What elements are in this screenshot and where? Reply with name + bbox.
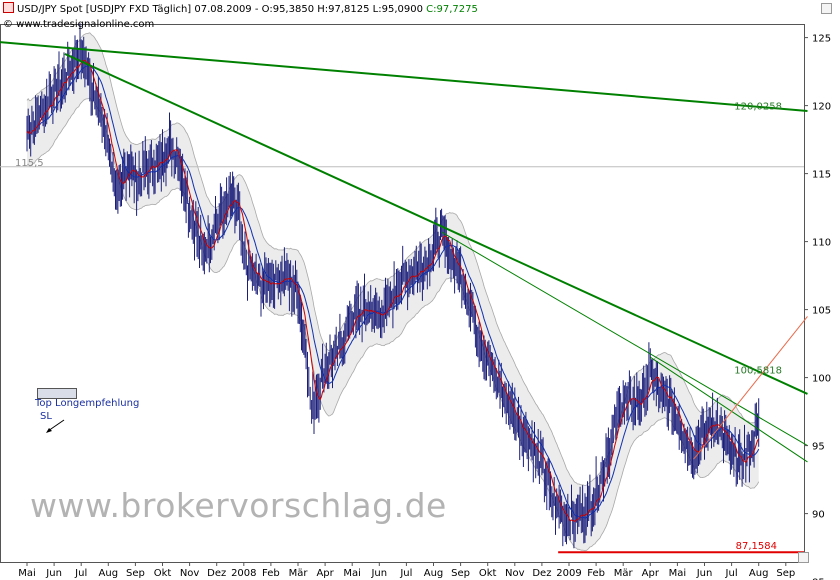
legend-sl-label: SL [40,411,52,422]
x-tick-label: Nov [180,568,200,579]
label-115: 115,5 [15,158,44,169]
label-120: 120,0258 [734,102,782,113]
axes: 85 90 95 100 105 110 115 120 125 Mai Jun Jul Aug Sep O… [18,34,831,580]
moving-average-slow [26,64,760,519]
trendline-4 [650,356,808,463]
x-tick-label: Jul [74,568,87,579]
band-lower-line [26,97,760,552]
x-tick-label: Jun [370,568,387,579]
x-tick-label: Mär [289,568,309,579]
x-tick-label: Mär [614,568,634,579]
x-tick-label: Sep [126,568,145,579]
y-tick-label: 85 [812,578,825,580]
price-series [26,23,760,549]
x-tick-label: Dez [532,568,551,579]
x-tick-label: Jul [725,568,738,579]
x-tick-label: Okt [479,568,497,579]
y-tick-label: 115 [812,170,831,181]
x-tick-label: Jun [45,568,62,579]
x-tick-label: Sep [451,568,470,579]
label-87: 87,1584 [736,541,777,552]
x-tick-label: Jul [399,568,412,579]
legend-arrow-icon [46,419,65,433]
trendline-2 [64,53,808,395]
y-tick-label: 120 [812,102,831,113]
symbol-text: USD/JPY Spot [USDJPY FXD Täglich] [17,4,192,15]
x-tick-label: Okt [154,568,172,579]
legend-swatch [37,388,77,399]
x-tick-label: Apr [642,568,660,579]
x-tick-label: Mai [18,568,36,579]
x-tick-label: Apr [316,568,334,579]
x-tick-label: Aug [424,568,444,579]
x-tick-label: Sep [776,568,795,579]
label-100: 100,5818 [734,366,782,377]
x-tick-label: Nov [505,568,525,579]
close-text: C:97,7275 [426,4,478,15]
y-tick-label: 90 [812,510,825,521]
chart-header: USD/JPY Spot [USDJPY FXD Täglich] 07.08.… [3,2,478,15]
x-tick-label: Feb [262,568,280,579]
window-control-icon[interactable] [821,3,832,14]
x-tick-label: Aug [749,568,769,579]
date-text: 07.08.2009 [194,4,252,15]
trendline-3 [441,231,808,447]
target-diagonal [693,316,808,460]
x-tick-label: Aug [99,568,119,579]
y-tick-label: 110 [812,238,831,249]
y-tick-label: 125 [812,34,831,45]
moving-average-fast [26,59,760,523]
x-tick-label: Dez [207,568,226,579]
legend-label: Top Longempfehlung [35,398,140,409]
trendline-1 [0,41,808,113]
x-tick-label: 2008 [231,568,256,579]
y-tick-label: 105 [812,306,831,317]
y-tick-label: 100 [812,374,831,385]
price-bars [26,23,760,549]
trendlines [0,41,808,554]
value-labels: 120,0258 100,5818 87,1584 115,5 [15,102,782,553]
copyright-text: © www.tradesignalonline.com [3,19,155,30]
header-icon [3,2,14,13]
x-tick-label: Mai [669,568,687,579]
x-tick-label: Feb [587,568,605,579]
x-tick-label: Jun [696,568,713,579]
y-tick-label: 95 [812,442,825,453]
x-tick-label: Mai [343,568,361,579]
x-tick-label: 2009 [556,568,581,579]
scroll-corner-icon[interactable] [798,552,809,563]
watermark-text: www.brokervorschlag.de [30,486,447,525]
ohlc-text: O:95,3850 H:97,8125 L:95,0900 [261,4,423,15]
